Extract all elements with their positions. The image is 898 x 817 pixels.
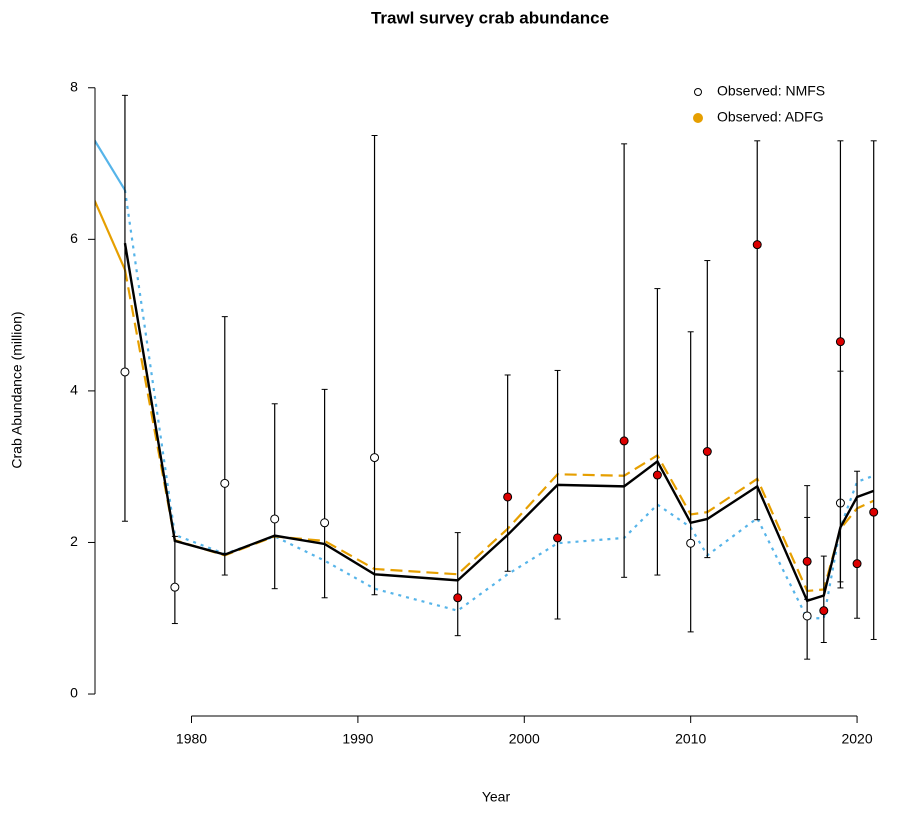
point: [702, 447, 712, 457]
point: [170, 582, 180, 592]
y-tick-label: 8: [70, 78, 78, 94]
y-axis-label: Crab Abundance (million): [9, 311, 25, 468]
point: [802, 611, 812, 621]
legend-label: Observed: NMFS: [717, 83, 825, 99]
point: [503, 492, 513, 502]
model-line: [95, 138, 126, 191]
point: [320, 518, 330, 528]
point: [120, 367, 130, 377]
legend-item: Observed: NMFS: [694, 83, 825, 99]
legend-item: Observed: ADFG: [693, 109, 824, 125]
point: [220, 478, 230, 488]
point: [852, 559, 862, 569]
x-tick-label: 2000: [509, 731, 540, 747]
y-tick-label: 0: [70, 685, 78, 701]
point: [370, 453, 380, 463]
y-tick-label: 6: [70, 230, 78, 246]
point: [835, 337, 845, 347]
point: [686, 538, 696, 548]
point: [802, 556, 812, 566]
chart-title: Trawl survey crab abundance: [371, 8, 609, 27]
legend-label: Observed: ADFG: [717, 109, 824, 125]
point: [270, 514, 280, 524]
legend-marker: [693, 113, 703, 123]
x-tick-label: 2010: [675, 731, 706, 747]
x-tick-label: 2020: [841, 731, 872, 747]
point: [453, 593, 463, 603]
model-line: [95, 198, 126, 271]
plot-area: [95, 94, 879, 660]
point: [752, 240, 762, 250]
point: [619, 436, 629, 446]
x-tick-label: 1990: [342, 731, 373, 747]
model-line: [123, 242, 875, 603]
model-line: [123, 189, 875, 620]
y-tick-label: 2: [70, 533, 78, 549]
point: [652, 470, 662, 480]
x-axis-label: Year: [482, 789, 511, 805]
point: [553, 533, 563, 543]
point: [869, 507, 879, 517]
point: [819, 606, 829, 616]
x-tick-label: 1980: [176, 731, 207, 747]
legend-marker: [694, 88, 702, 96]
y-tick-label: 4: [70, 382, 78, 398]
